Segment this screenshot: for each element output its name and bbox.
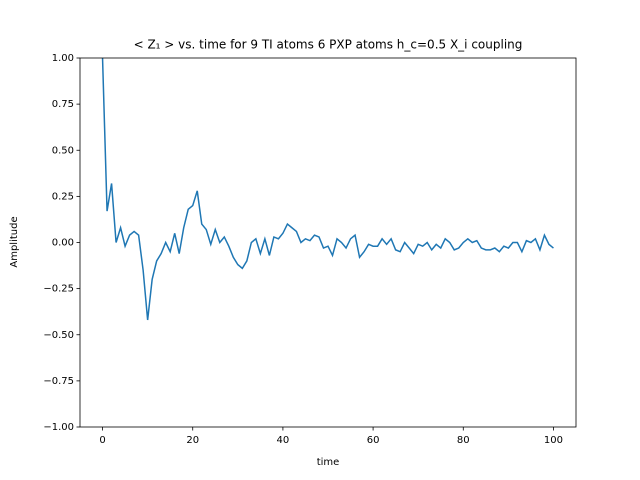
x-tick-label: 20 [186, 435, 199, 446]
y-tick-label: −0.50 [43, 330, 74, 341]
x-tick-label: 60 [367, 435, 380, 446]
y-tick-label: 1.00 [52, 53, 74, 64]
chart-title: < Z₁ > vs. time for 9 TI atoms 6 PXP ato… [134, 38, 523, 52]
y-tick-label: 0.75 [52, 99, 74, 110]
y-tick-label: −0.75 [43, 376, 74, 387]
y-tick-label: 0.50 [52, 145, 74, 156]
y-tick-label: 0.25 [52, 191, 74, 202]
line [101, 58, 554, 321]
x-tick-label: 40 [277, 435, 290, 446]
plot-frame [79, 57, 577, 428]
x-axis-label: time [317, 457, 340, 468]
y-tick-label: 0.00 [52, 238, 74, 249]
y-tick-label: −1.00 [43, 422, 74, 433]
x-tick-label: 80 [457, 435, 470, 446]
x-tick-label: 0 [99, 435, 105, 446]
y-tick-label: −0.25 [43, 284, 74, 295]
x-tick-label: 100 [544, 435, 563, 446]
y-axis-label: Amplitude [9, 216, 20, 267]
